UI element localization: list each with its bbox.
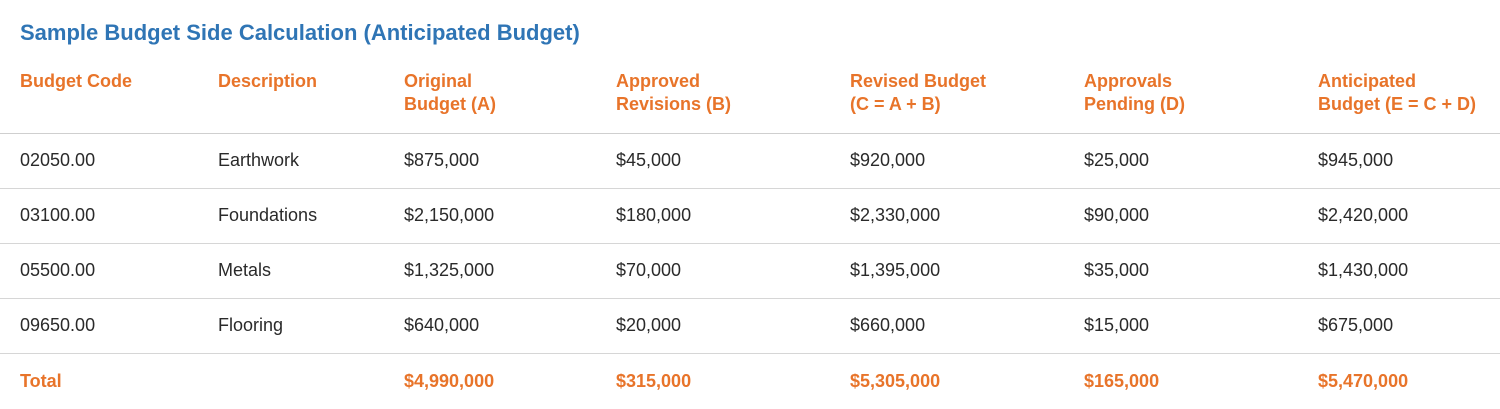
header-approved-revisions: Approved Revisions (B) (596, 66, 830, 134)
total-revised-budget: $5,305,000 (850, 370, 941, 391)
cell-revised-budget: $660,000 (830, 298, 1064, 354)
total-label: Total (20, 370, 62, 391)
table-header-row: Budget Code Description Original Budget (… (0, 66, 1500, 134)
cell-approvals-pending: $25,000 (1064, 133, 1298, 189)
header-line: Pending (D) (1084, 94, 1185, 114)
cell-original-budget: $875,000 (384, 133, 596, 189)
header-line: Budget Code (20, 71, 132, 91)
header-line: Revisions (B) (616, 94, 732, 114)
header-line: Budget (E = C + D) (1318, 94, 1477, 114)
total-description (198, 353, 384, 409)
cell-anticipated-budget: $675,000 (1298, 298, 1500, 354)
total-approvals-pending: $165,000 (1084, 370, 1160, 391)
cell-budget-code: 03100.00 (0, 188, 198, 244)
table-row: 02050.00 Earthwork $875,000 $45,000 $920… (0, 133, 1500, 189)
cell-description: Earthwork (198, 133, 384, 189)
total-row: Total $4,990,000 $315,000 $5,305,000 $16… (0, 353, 1500, 409)
cell-original-budget: $1,325,000 (384, 243, 596, 299)
cell-anticipated-budget: $945,000 (1298, 133, 1500, 189)
cell-anticipated-budget: $2,420,000 (1298, 188, 1500, 244)
cell-approved-revisions: $70,000 (596, 243, 830, 299)
page-title: Sample Budget Side Calculation (Anticipa… (20, 20, 580, 45)
header-line: Description (218, 71, 318, 91)
cell-revised-budget: $1,395,000 (830, 243, 1064, 299)
table-row: 05500.00 Metals $1,325,000 $70,000 $1,39… (0, 243, 1500, 299)
header-line: Revised Budget (850, 71, 987, 91)
header-anticipated-budget: Anticipated Budget (E = C + D) (1298, 66, 1500, 134)
cell-description: Metals (198, 243, 384, 299)
header-revised-budget: Revised Budget (C = A + B) (830, 66, 1064, 134)
cell-revised-budget: $2,330,000 (830, 188, 1064, 244)
cell-description: Foundations (198, 188, 384, 244)
header-line: (C = A + B) (850, 94, 941, 114)
cell-revised-budget: $920,000 (830, 133, 1064, 189)
total-original-budget: $4,990,000 (404, 370, 495, 391)
table-row: 03100.00 Foundations $2,150,000 $180,000… (0, 188, 1500, 244)
cell-approvals-pending: $35,000 (1064, 243, 1298, 299)
cell-anticipated-budget: $1,430,000 (1298, 243, 1500, 299)
cell-original-budget: $2,150,000 (384, 188, 596, 244)
header-line: Approved (616, 71, 701, 91)
header-line: Anticipated (1318, 71, 1417, 91)
cell-approved-revisions: $20,000 (596, 298, 830, 354)
total-anticipated-budget: $5,470,000 (1318, 370, 1409, 391)
total-approved-revisions: $315,000 (616, 370, 692, 391)
header-original-budget: Original Budget (A) (384, 66, 596, 134)
cell-description: Flooring (198, 298, 384, 354)
table-row: 09650.00 Flooring $640,000 $20,000 $660,… (0, 298, 1500, 354)
cell-budget-code: 05500.00 (0, 243, 198, 299)
cell-approved-revisions: $45,000 (596, 133, 830, 189)
cell-approved-revisions: $180,000 (596, 188, 830, 244)
cell-approvals-pending: $90,000 (1064, 188, 1298, 244)
cell-approvals-pending: $15,000 (1064, 298, 1298, 354)
cell-budget-code: 02050.00 (0, 133, 198, 189)
header-approvals-pending: Approvals Pending (D) (1064, 66, 1298, 134)
cell-original-budget: $640,000 (384, 298, 596, 354)
budget-table: Budget Code Description Original Budget (… (0, 66, 1500, 409)
header-line: Budget (A) (404, 94, 496, 114)
header-line: Original (404, 71, 473, 91)
header-description: Description (198, 66, 384, 134)
cell-budget-code: 09650.00 (0, 298, 198, 354)
header-budget-code: Budget Code (0, 66, 198, 134)
header-line: Approvals (1084, 71, 1173, 91)
